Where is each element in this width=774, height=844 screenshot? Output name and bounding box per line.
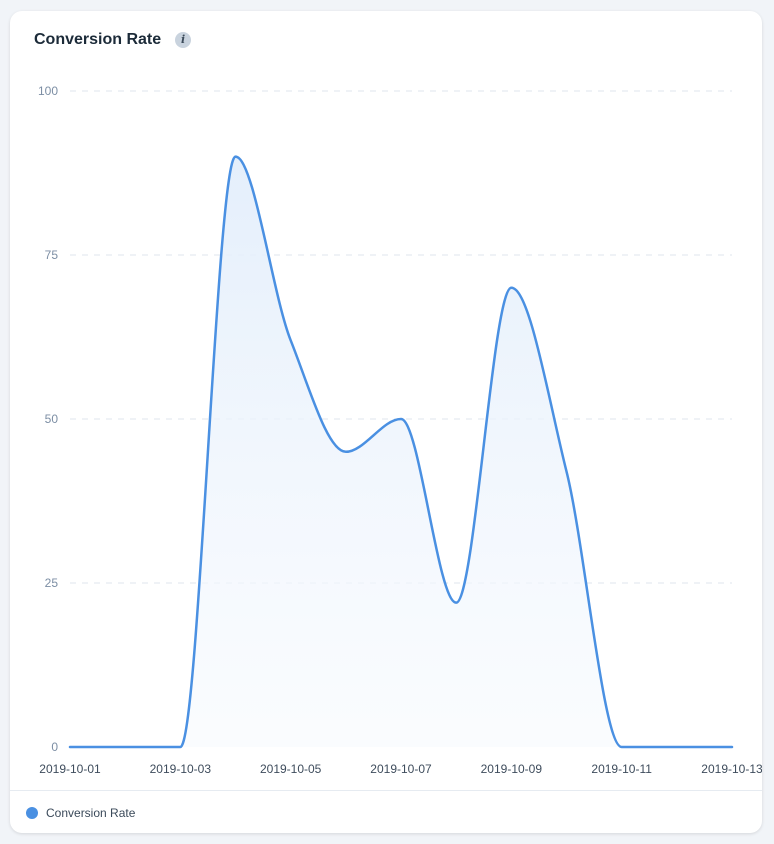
series-area bbox=[70, 156, 732, 748]
y-tick-label: 0 bbox=[51, 740, 58, 754]
data-point[interactable] bbox=[285, 334, 297, 346]
data-point[interactable] bbox=[119, 741, 131, 753]
data-point[interactable] bbox=[671, 741, 683, 753]
x-axis-ticks: 2019-10-01 2019-10-03 2019-10-05 2019-10-07… bbox=[39, 762, 762, 776]
card-title: Conversion Rate bbox=[34, 31, 162, 48]
data-point[interactable] bbox=[616, 741, 628, 753]
x-tick-label: 2019-10-07 bbox=[370, 762, 432, 776]
y-tick-label: 25 bbox=[45, 576, 59, 590]
conversion-rate-card: Conversion Rate i 0 25 50 75 100 2019-10-01 2… bbox=[10, 11, 762, 833]
x-tick-label: 2019-10-13 bbox=[701, 762, 762, 776]
data-point[interactable] bbox=[726, 741, 738, 753]
y-tick-label: 75 bbox=[45, 248, 59, 262]
legend-item-conversion-rate[interactable]: Conversion Rate bbox=[26, 806, 135, 820]
y-tick-label: 100 bbox=[38, 84, 58, 98]
data-point[interactable] bbox=[395, 413, 407, 425]
series-conversion-rate bbox=[64, 151, 738, 753]
data-point[interactable] bbox=[505, 282, 517, 294]
card-header: Conversion Rate i bbox=[34, 29, 192, 51]
chart-legend: Conversion Rate bbox=[10, 790, 762, 833]
x-tick-label: 2019-10-03 bbox=[150, 762, 212, 776]
x-tick-label: 2019-10-01 bbox=[39, 762, 101, 776]
x-tick-label: 2019-10-05 bbox=[260, 762, 322, 776]
legend-label: Conversion Rate bbox=[46, 805, 136, 820]
data-point[interactable] bbox=[174, 741, 186, 753]
data-point[interactable] bbox=[230, 151, 242, 163]
data-point[interactable] bbox=[450, 597, 462, 609]
y-axis-ticks: 0 25 50 75 100 bbox=[38, 84, 58, 754]
data-point[interactable] bbox=[64, 741, 76, 753]
series-line[interactable] bbox=[68, 155, 734, 749]
legend-dot-icon bbox=[26, 806, 38, 819]
info-icon[interactable]: i bbox=[175, 32, 192, 48]
x-tick-label: 2019-10-09 bbox=[481, 762, 543, 776]
y-tick-label: 50 bbox=[45, 412, 59, 426]
x-tick-label: 2019-10-11 bbox=[591, 762, 652, 776]
grid-lines bbox=[70, 90, 732, 584]
data-point[interactable] bbox=[340, 446, 352, 458]
data-point[interactable] bbox=[561, 465, 573, 477]
